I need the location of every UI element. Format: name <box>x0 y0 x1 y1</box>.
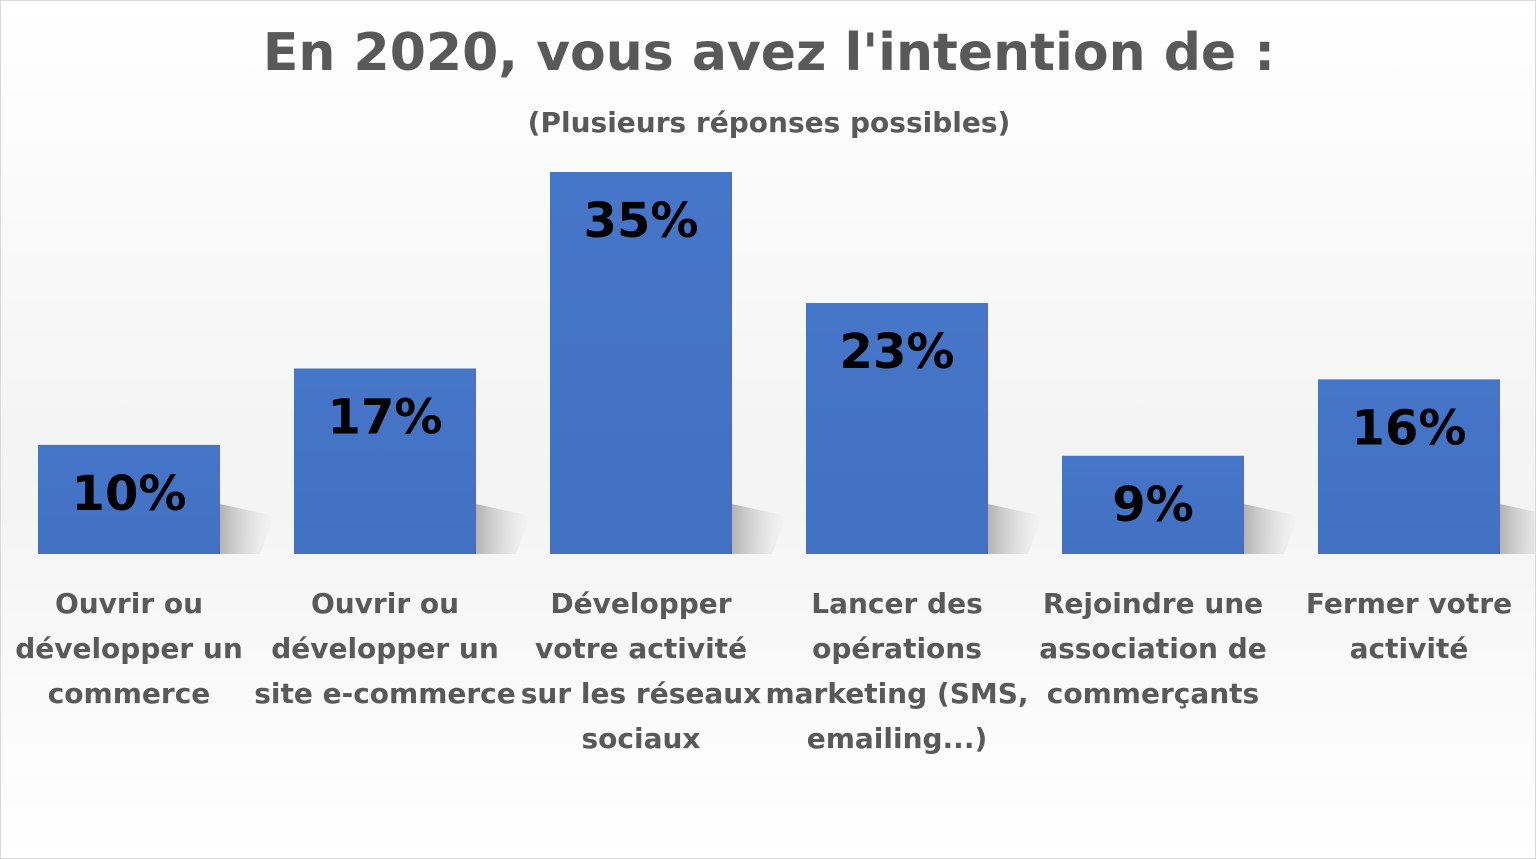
bar <box>294 368 476 554</box>
category-label-line: marketing (SMS, <box>765 677 1028 710</box>
bar <box>1318 379 1500 554</box>
bar-shadow <box>220 504 275 554</box>
data-label: 23% <box>840 324 955 380</box>
bar-shadow <box>732 504 787 554</box>
category-label-line: activité <box>1350 632 1469 665</box>
category-label-line: Ouvrir ou <box>311 587 459 620</box>
category-label-line: Ouvrir ou <box>55 587 203 620</box>
category-label-line: sociaux <box>582 722 701 755</box>
bar-shadow <box>476 504 531 554</box>
category-label-line: développer un <box>271 632 499 665</box>
category-label: Fermer votre activité <box>1306 587 1512 665</box>
category-label-line: opérations <box>812 632 982 665</box>
category-label: Ouvrir ou développer un commerce <box>15 587 243 710</box>
bar <box>806 302 988 554</box>
category-label-line: association de <box>1039 632 1267 665</box>
data-label: 10% <box>72 466 187 522</box>
category-label-line: Lancer des <box>811 587 983 620</box>
category-label-line: commerce <box>48 677 211 710</box>
category-label: Ouvrir ou développer un site e-commerce <box>254 587 516 710</box>
category-label-line: sur les réseaux <box>521 677 762 710</box>
data-label: 9% <box>1112 477 1194 533</box>
data-label: 17% <box>328 389 443 445</box>
category-label: Rejoindre une association de commerçants <box>1039 587 1267 710</box>
chart-title: En 2020, vous avez l'intention de : <box>262 23 1276 83</box>
category-label-line: votre activité <box>535 632 747 665</box>
category-label: Lancer des opérations marketing (SMS, email… <box>765 587 1028 755</box>
category-label-line: développer un <box>15 632 243 665</box>
category-label-line: Développer <box>550 587 731 620</box>
data-label: 16% <box>1352 400 1467 456</box>
bar-shadow <box>988 504 1043 554</box>
category-label-line: site e-commerce <box>254 677 516 710</box>
category-label-line: Rejoindre une <box>1043 587 1263 620</box>
bar <box>550 172 732 554</box>
bar-shadow <box>1244 504 1299 554</box>
category-label-line: emailing...) <box>807 722 988 755</box>
category-label-line: Fermer votre <box>1306 587 1512 620</box>
bar <box>38 444 220 554</box>
bar <box>1062 455 1244 554</box>
chart-subtitle: (Plusieurs réponses possibles) <box>527 106 1011 139</box>
category-label: Développer votre activité sur les réseaux s… <box>521 587 762 755</box>
data-label: 35% <box>584 193 699 249</box>
category-label-line: commerçants <box>1047 677 1259 710</box>
bar-shadow <box>1500 504 1535 554</box>
